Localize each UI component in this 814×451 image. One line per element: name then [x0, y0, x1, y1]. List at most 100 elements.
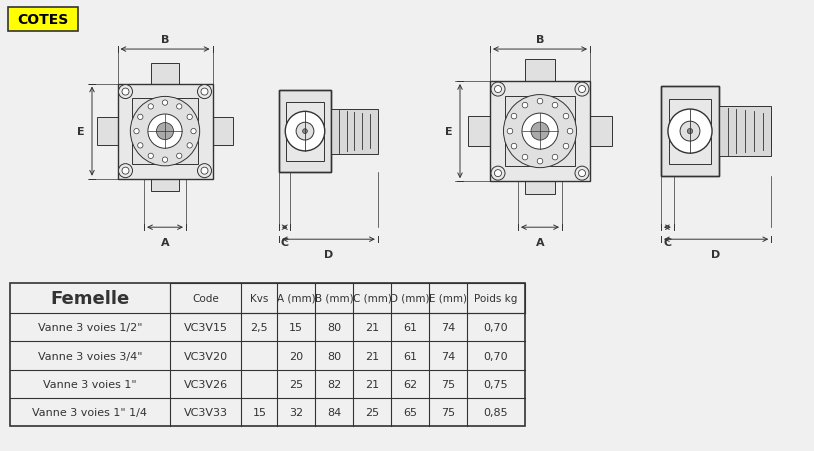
Text: Poids kg: Poids kg — [474, 293, 518, 303]
Text: 25: 25 — [289, 379, 304, 389]
Circle shape — [575, 167, 589, 181]
Circle shape — [122, 89, 129, 96]
Text: 61: 61 — [403, 322, 417, 332]
Text: Vanne 3 voies 1" 1/4: Vanne 3 voies 1" 1/4 — [33, 407, 147, 417]
Text: VC3V33: VC3V33 — [184, 407, 228, 417]
Circle shape — [198, 164, 212, 178]
Circle shape — [491, 167, 505, 181]
Bar — [151, 179, 179, 192]
Circle shape — [579, 87, 585, 93]
Text: 75: 75 — [441, 379, 455, 389]
Bar — [169, 283, 525, 313]
Text: C: C — [281, 238, 289, 248]
Text: C (mm): C (mm) — [352, 293, 392, 303]
Text: Kvs: Kvs — [250, 293, 269, 303]
Circle shape — [511, 144, 517, 150]
Bar — [279, 91, 331, 173]
Circle shape — [119, 85, 133, 99]
Circle shape — [201, 168, 208, 175]
Circle shape — [537, 159, 543, 165]
Text: 2,5: 2,5 — [251, 322, 269, 332]
Text: 84: 84 — [327, 407, 341, 417]
Bar — [661, 87, 719, 177]
Circle shape — [552, 103, 558, 109]
Circle shape — [285, 112, 325, 152]
Text: E: E — [77, 127, 85, 137]
Circle shape — [563, 114, 569, 120]
Circle shape — [491, 83, 505, 97]
Bar — [287, 102, 324, 161]
Circle shape — [138, 115, 143, 120]
Text: VC3V26: VC3V26 — [183, 379, 228, 389]
Circle shape — [187, 143, 192, 149]
Bar — [525, 182, 555, 195]
Text: A (mm): A (mm) — [277, 293, 316, 303]
Text: 21: 21 — [365, 379, 379, 389]
Circle shape — [187, 115, 192, 120]
Text: 0,75: 0,75 — [484, 379, 508, 389]
Bar — [331, 109, 378, 154]
Circle shape — [687, 129, 693, 134]
Circle shape — [523, 103, 527, 109]
Text: 75: 75 — [441, 407, 455, 417]
Text: D (mm): D (mm) — [390, 293, 430, 303]
Circle shape — [668, 110, 712, 154]
Text: 74: 74 — [440, 351, 455, 361]
Bar — [490, 82, 590, 182]
Text: 74: 74 — [440, 322, 455, 332]
Circle shape — [579, 170, 585, 177]
Text: B: B — [536, 35, 545, 45]
Circle shape — [575, 83, 589, 97]
Circle shape — [148, 115, 182, 149]
Circle shape — [119, 164, 133, 178]
Bar — [525, 60, 555, 82]
Text: B: B — [161, 35, 169, 45]
Text: 15: 15 — [252, 407, 266, 417]
Bar — [505, 97, 575, 167]
Circle shape — [296, 123, 314, 141]
Bar — [468, 117, 490, 147]
Text: Vanne 3 voies 1": Vanne 3 voies 1" — [43, 379, 137, 389]
Circle shape — [133, 129, 139, 134]
Bar — [669, 100, 711, 164]
Circle shape — [201, 89, 208, 96]
Text: 0,70: 0,70 — [484, 351, 508, 361]
Text: C: C — [663, 238, 672, 248]
Circle shape — [190, 129, 196, 134]
Text: COTES: COTES — [17, 13, 68, 27]
Text: 20: 20 — [289, 351, 304, 361]
Circle shape — [531, 123, 549, 141]
Text: Code: Code — [192, 293, 219, 303]
Text: 61: 61 — [403, 351, 417, 361]
Circle shape — [507, 129, 513, 134]
Circle shape — [148, 154, 153, 159]
Circle shape — [511, 114, 517, 120]
Text: 21: 21 — [365, 351, 379, 361]
Circle shape — [138, 143, 143, 149]
Text: 80: 80 — [327, 351, 341, 361]
Text: Vanne 3 voies 1/2": Vanne 3 voies 1/2" — [37, 322, 142, 332]
Circle shape — [122, 168, 129, 175]
Text: 0,85: 0,85 — [484, 407, 508, 417]
Circle shape — [552, 155, 558, 161]
Bar — [490, 82, 590, 182]
Circle shape — [130, 97, 199, 166]
Text: E (mm): E (mm) — [429, 293, 467, 303]
Circle shape — [303, 129, 308, 134]
Bar — [117, 84, 212, 179]
Text: A: A — [160, 238, 169, 248]
Text: E: E — [445, 127, 453, 137]
Circle shape — [537, 99, 543, 105]
Circle shape — [504, 95, 576, 168]
Bar — [10, 283, 525, 426]
Bar — [8, 8, 78, 32]
Bar — [132, 99, 199, 165]
Text: 21: 21 — [365, 322, 379, 332]
Text: A: A — [536, 238, 545, 248]
Text: 15: 15 — [289, 322, 304, 332]
Circle shape — [567, 129, 573, 134]
Circle shape — [522, 114, 558, 150]
Text: D: D — [324, 250, 333, 260]
Text: VC3V15: VC3V15 — [184, 322, 228, 332]
Circle shape — [177, 105, 182, 110]
